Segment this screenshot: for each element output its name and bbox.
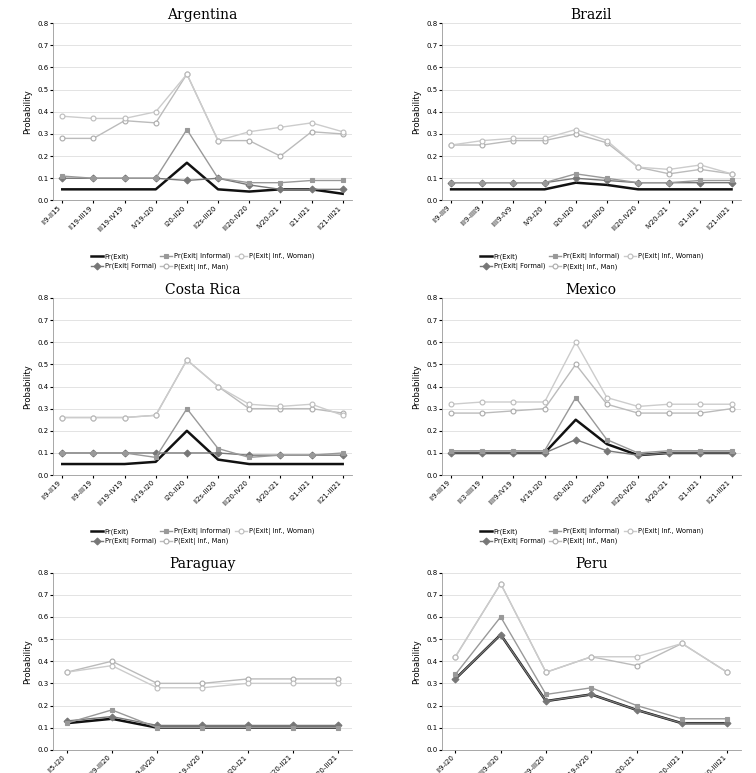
Legend: Pr(Exit), Pr(Exit| Formal), Pr(Exit| Informal), P(Exit| Inf., Man), P(Exit| Inf.: Pr(Exit), Pr(Exit| Formal), Pr(Exit| Inf… bbox=[91, 528, 314, 546]
Y-axis label: Probability: Probability bbox=[412, 90, 421, 135]
Title: Peru: Peru bbox=[575, 557, 608, 571]
Legend: Pr(Exit), Pr(Exit| Formal), Pr(Exit| Informal), P(Exit| Inf., Man), P(Exit| Inf.: Pr(Exit), Pr(Exit| Formal), Pr(Exit| Inf… bbox=[479, 254, 703, 271]
Title: Paraguay: Paraguay bbox=[169, 557, 236, 571]
Y-axis label: Probability: Probability bbox=[23, 90, 32, 135]
Title: Costa Rica: Costa Rica bbox=[165, 283, 240, 297]
Title: Argentina: Argentina bbox=[167, 8, 237, 22]
Legend: Pr(Exit), Pr(Exit| Formal), Pr(Exit| Informal), P(Exit| Inf., Man), P(Exit| Inf.: Pr(Exit), Pr(Exit| Formal), Pr(Exit| Inf… bbox=[479, 528, 703, 546]
Title: Mexico: Mexico bbox=[565, 283, 617, 297]
Title: Brazil: Brazil bbox=[571, 8, 612, 22]
Y-axis label: Probability: Probability bbox=[412, 638, 421, 683]
Y-axis label: Probability: Probability bbox=[412, 364, 421, 409]
Y-axis label: Probability: Probability bbox=[23, 364, 32, 409]
Legend: Pr(Exit), Pr(Exit| Formal), Pr(Exit| Informal), P(Exit| Inf., Man), P(Exit| Inf.: Pr(Exit), Pr(Exit| Formal), Pr(Exit| Inf… bbox=[91, 254, 314, 271]
Y-axis label: Probability: Probability bbox=[23, 638, 32, 683]
